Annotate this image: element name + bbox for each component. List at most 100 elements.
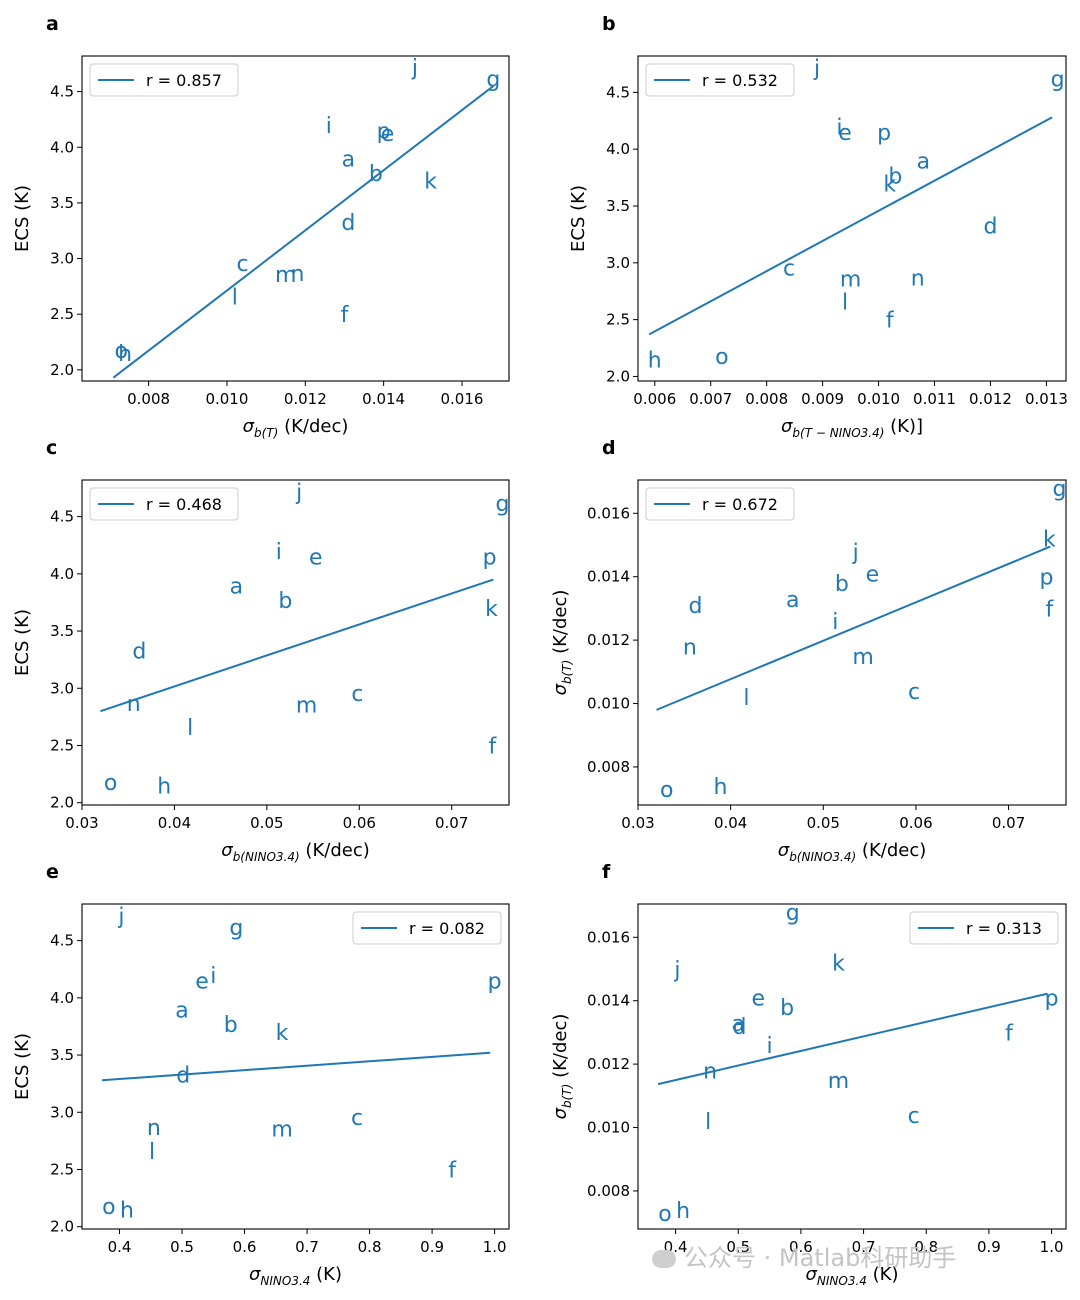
legend: r = 0.082 [352, 911, 502, 945]
panel-letter: f [602, 861, 611, 883]
point-label-d: d [176, 1064, 190, 1089]
point-label-l: l [842, 290, 848, 315]
point-label-b: b [369, 162, 383, 187]
point-label-g: g [786, 901, 800, 926]
point-label-e: e [866, 563, 880, 588]
point-label-e: e [752, 987, 766, 1012]
x-tick-label: 0.008 [127, 390, 170, 408]
x-tick-label: 0.03 [65, 814, 98, 832]
x-tick-label: 0.009 [801, 390, 844, 408]
y-tick-label: 4.5 [50, 83, 74, 101]
point-label-l: l [232, 285, 238, 310]
x-tick-label: 0.010 [205, 390, 248, 408]
legend-label: r = 0.532 [702, 71, 778, 90]
y-axis-label: ECS (K) [568, 185, 589, 252]
x-axis-label: σNINO3.4 (K) [249, 1264, 342, 1288]
point-label-l: l [743, 686, 749, 711]
y-tick-label: 3.0 [50, 250, 74, 268]
x-tick-label: 0.7 [852, 1238, 876, 1256]
point-label-j: j [117, 904, 124, 929]
y-tick-label: 0.016 [587, 928, 630, 946]
point-label-p: p [483, 546, 497, 571]
x-tick-label: 0.010 [857, 390, 900, 408]
x-tick-label: 0.6 [233, 1238, 257, 1256]
point-label-b: b [835, 572, 849, 597]
legend: r = 0.672 [645, 487, 795, 521]
y-tick-label: 4.0 [50, 989, 74, 1007]
x-tick-label: 0.013 [1025, 390, 1068, 408]
point-label-p: p [1040, 566, 1054, 591]
y-tick-label: 4.0 [50, 565, 74, 583]
point-label-a: a [917, 150, 930, 175]
y-tick-label: 2.0 [50, 794, 74, 812]
y-tick-label: 2.5 [50, 736, 74, 754]
y-tick-label: 3.5 [606, 197, 630, 215]
y-tick-label: 3.0 [50, 679, 74, 697]
y-tick-label: 4.5 [50, 508, 74, 526]
y-tick-label: 0.012 [587, 631, 630, 649]
x-axis-label: σb(T − NINO3.4) (K)] [781, 416, 923, 440]
point-label-h: h [713, 775, 727, 800]
point-label-d: d [983, 214, 997, 239]
panel-b: b 0.006 0.007 0.008 0.009 0.010 0.011 0.012 0.01… [568, 13, 1068, 440]
point-label-c: c [783, 256, 795, 281]
y-tick-label: 2.0 [50, 1218, 74, 1236]
y-tick-label: 4.0 [606, 140, 630, 158]
point-label-h: h [648, 348, 662, 373]
point-label-j: j [411, 56, 418, 81]
point-label-m: m [296, 693, 317, 718]
x-tick-label: 0.006 [633, 390, 676, 408]
axes-frame [81, 55, 510, 382]
point-label-a: a [786, 588, 799, 613]
point-label-p: p [377, 120, 391, 145]
x-tick-label: 0.5 [726, 1238, 750, 1256]
y-tick-label: 2.5 [606, 311, 630, 329]
point-label-i: i [276, 540, 282, 565]
legend: r = 0.857 [89, 63, 239, 97]
y-tick-label: 2.5 [50, 1160, 74, 1178]
point-label-i: i [832, 610, 838, 635]
y-tick-label: 0.012 [587, 1055, 630, 1073]
point-label-c: c [908, 680, 920, 705]
point-label-b: b [780, 996, 794, 1021]
x-tick-label: 0.04 [158, 814, 191, 832]
panel-letter: c [46, 437, 57, 459]
point-label-n: n [911, 267, 925, 292]
point-label-e: e [309, 546, 323, 571]
point-label-e: e [195, 970, 209, 995]
legend: r = 0.532 [645, 63, 795, 97]
legend-box [89, 487, 239, 521]
x-tick-label: 0.4 [108, 1238, 132, 1256]
point-label-k: k [276, 1021, 289, 1046]
x-tick-label: 0.04 [714, 814, 747, 832]
legend-box [645, 63, 795, 97]
point-label-m: m [275, 263, 296, 288]
point-label-o: o [114, 339, 127, 364]
point-label-k: k [1043, 528, 1056, 553]
point-label-j: j [673, 958, 680, 983]
point-label-d: d [688, 594, 702, 619]
point-label-p: p [488, 970, 502, 995]
x-tick-label: 0.012 [284, 390, 327, 408]
x-tick-label: 0.011 [913, 390, 956, 408]
y-tick-label: 0.008 [587, 758, 630, 776]
point-label-c: c [908, 1104, 920, 1129]
y-axis-label: σb(T) (K/dec) [550, 590, 574, 696]
legend-box [909, 911, 1059, 945]
point-label-n: n [147, 1116, 161, 1141]
point-label-j: j [852, 540, 859, 565]
point-label-o: o [660, 778, 673, 803]
point-label-c: c [237, 252, 249, 277]
point-label-a: a [175, 998, 188, 1023]
panel-a: a 0.008 0.010 0.012 0.014 0.016 2.0 2.5 3.0 3.5 4.… [12, 13, 510, 440]
y-tick-label: 4.5 [606, 83, 630, 101]
x-tick-label: 0.05 [807, 814, 840, 832]
x-axis-label: σb(NINO3.4) (K/dec) [221, 840, 369, 864]
legend-label: r = 0.857 [146, 71, 222, 90]
panel-letter: b [602, 13, 616, 35]
axes-frame [637, 479, 1067, 806]
legend-label: r = 0.313 [966, 919, 1042, 938]
x-tick-label: 0.9 [420, 1238, 444, 1256]
x-tick-label: 0.8 [358, 1238, 382, 1256]
point-label-f: f [448, 1158, 457, 1183]
